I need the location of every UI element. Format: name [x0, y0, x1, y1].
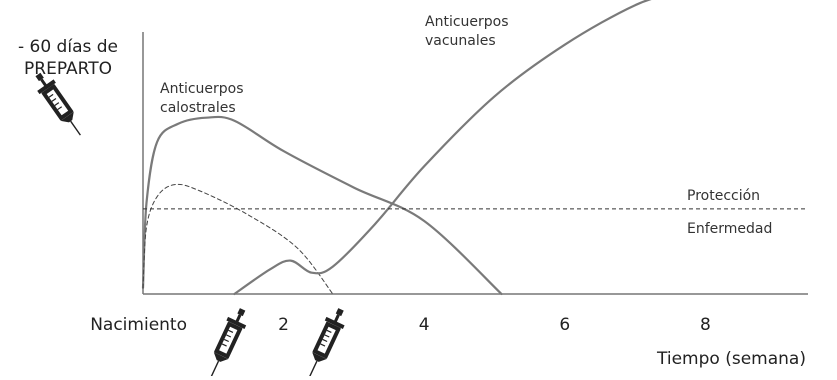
x-tick-label-2: 2 [278, 315, 289, 335]
syringe-window [317, 326, 336, 354]
syringe-scale-mark [51, 98, 57, 102]
syringe-scale-mark [226, 334, 232, 338]
syringe-scale-mark [326, 329, 332, 333]
chart-series [141, 0, 652, 296]
syringe-hub [213, 352, 229, 362]
syringe-scale-mark [228, 329, 234, 333]
syringe-plunger-cap [35, 72, 44, 82]
x-tick-label-nacimiento: Nacimiento [90, 315, 187, 335]
enfermedad-label: Enfermedad [687, 221, 773, 237]
syringe-scale-mark [322, 338, 328, 343]
proteccion-label: Protección [687, 188, 761, 204]
syringe-scale-mark [54, 102, 60, 106]
x-tick-label-6: 6 [559, 315, 570, 335]
x-axis-title: Tiempo (semana) [657, 349, 806, 369]
series-line-dashed-1 [142, 183, 334, 295]
syringe-scale-mark [324, 334, 330, 338]
syringe-plunger-rod [333, 314, 340, 323]
syringe-window [219, 326, 238, 354]
syringe-flange [37, 79, 56, 95]
syringe-scale-mark [57, 106, 63, 111]
syringe-scale-mark [320, 343, 326, 347]
chart-axes [142, 32, 808, 295]
syringe-needle [70, 120, 81, 136]
syringe-plunger-rod [235, 314, 242, 323]
vacunales-annotation: Anticuerpos vacunales [425, 14, 509, 49]
syringe-plunger-cap [335, 308, 344, 317]
series-line-anticuerpos-calostrales [141, 115, 503, 296]
x-tick-labels: Nacimiento 2 4 6 8 [90, 315, 711, 335]
calostrales-annotation: Anticuerpos calostrales [160, 81, 244, 116]
x-tick-label-8: 8 [700, 315, 711, 335]
series-line-anticuerpos-vacunales [233, 0, 652, 296]
syringe-flange [226, 316, 247, 330]
syringe-scale-mark [48, 93, 54, 98]
syringe-window [46, 89, 69, 116]
syringe-needle [309, 360, 318, 377]
prepartum-annotation: - 60 días de PREPARTO [17, 37, 119, 79]
syringe-scale-mark [223, 338, 229, 343]
syringe-plunger-cap [237, 308, 246, 317]
syringe-plunger-rod [40, 78, 48, 87]
x-tick-label-4: 4 [419, 315, 430, 335]
syringe-hub [60, 111, 74, 123]
syringe-needle [210, 360, 220, 377]
syringe-icon [309, 308, 345, 377]
syringe-hub [312, 352, 327, 362]
syringe-flange [324, 316, 345, 330]
syringe-scale-mark [221, 343, 227, 347]
vaccination-markers [35, 72, 345, 377]
syringe-icon [210, 308, 247, 377]
syringe-icon [35, 72, 81, 136]
